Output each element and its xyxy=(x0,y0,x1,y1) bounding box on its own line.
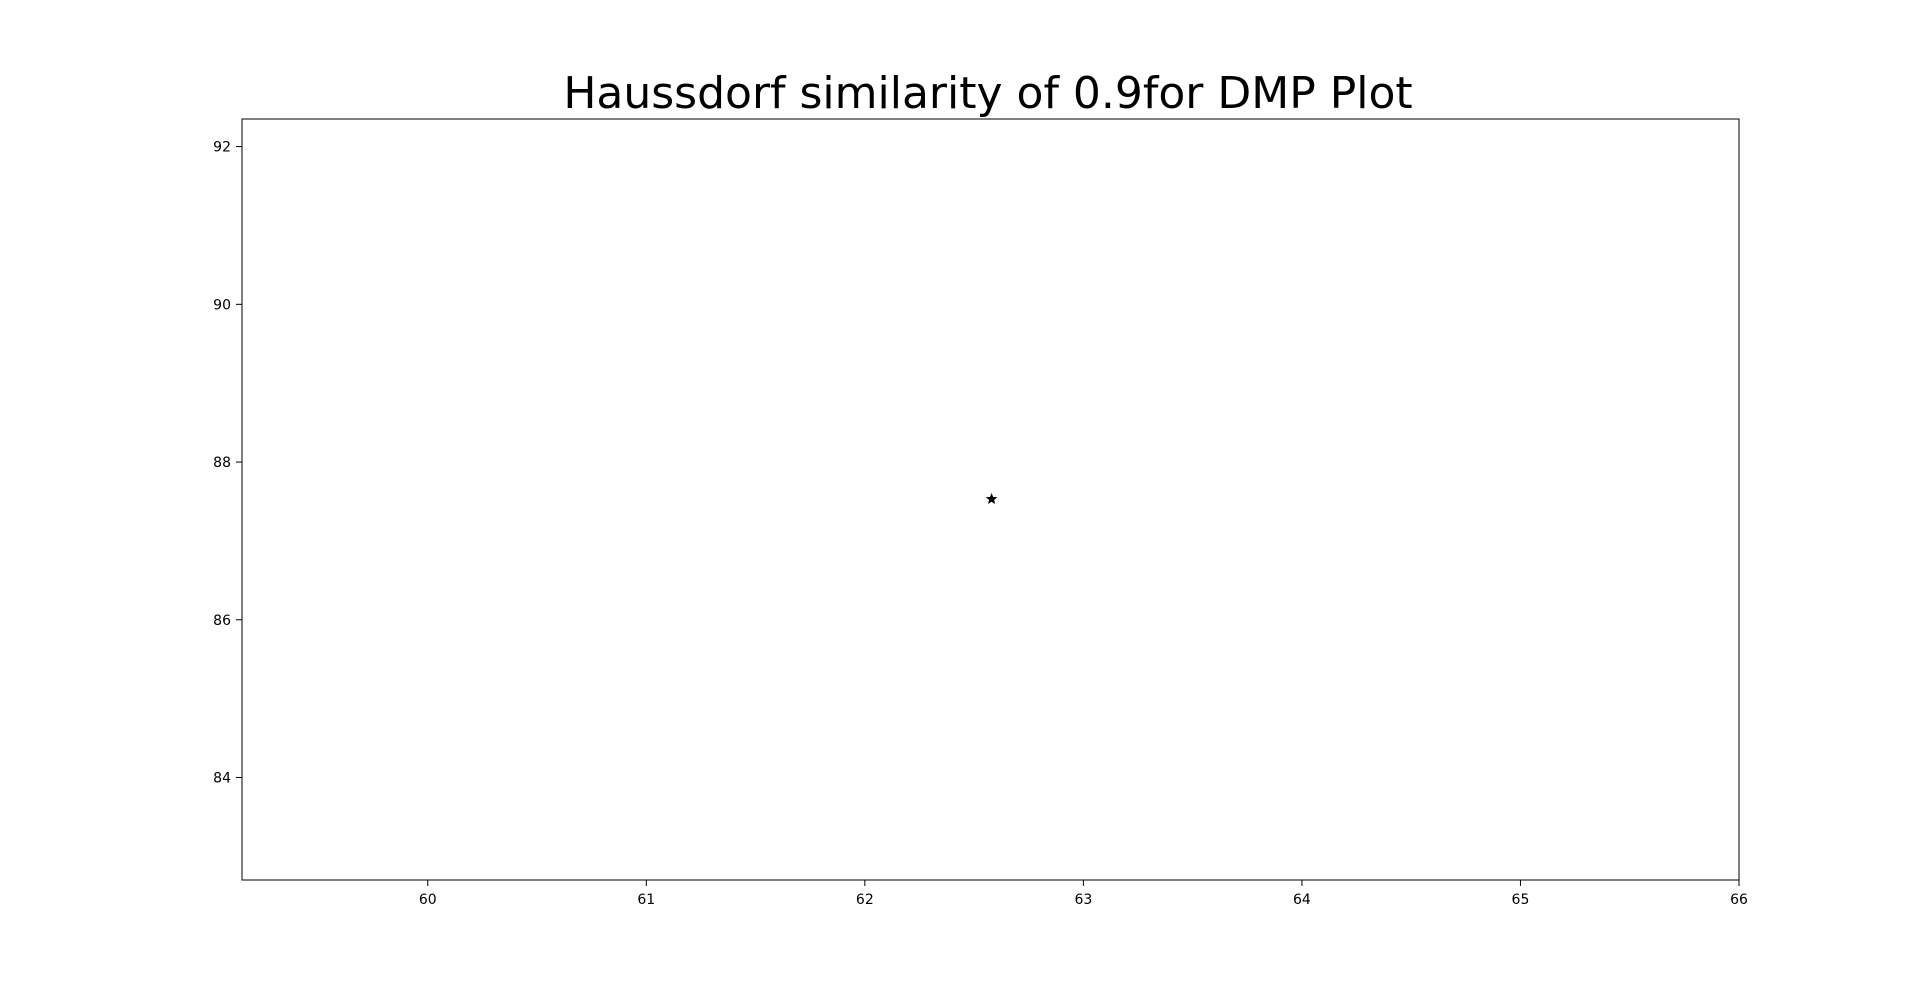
data-point-star xyxy=(985,493,998,505)
chart-title: Haussdorf similarity of 0.9for DMP Plot xyxy=(563,68,1412,119)
x-tick-label: 65 xyxy=(1512,892,1530,908)
data-points xyxy=(985,493,998,505)
y-tick-label: 88 xyxy=(213,455,231,471)
x-tick-label: 64 xyxy=(1293,892,1311,908)
y-axis: 84 86 88 90 92 xyxy=(213,140,242,786)
y-tick-label: 86 xyxy=(213,613,231,629)
x-tick-label: 63 xyxy=(1074,892,1092,908)
x-axis: 60 61 62 63 64 65 66 xyxy=(419,880,1748,908)
x-tick-label: 62 xyxy=(856,892,874,908)
y-tick-label: 90 xyxy=(213,297,231,313)
y-tick-label: 84 xyxy=(213,770,231,786)
x-tick-label: 66 xyxy=(1730,892,1748,908)
plot-area xyxy=(241,118,1740,881)
y-tick-label: 92 xyxy=(213,140,231,156)
x-tick-label: 61 xyxy=(637,892,655,908)
x-tick-label: 60 xyxy=(419,892,437,908)
